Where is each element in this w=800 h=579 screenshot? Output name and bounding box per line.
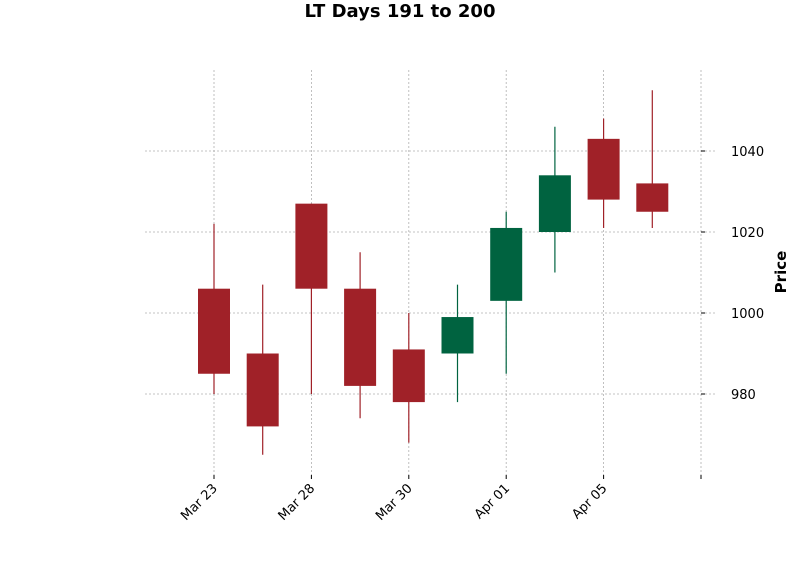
x-tick-label: Mar 23	[178, 481, 221, 524]
candle-body	[295, 203, 328, 289]
candle	[344, 252, 377, 419]
y-tick-label: 1040	[731, 145, 764, 160]
candle	[587, 118, 620, 228]
x-tick-label: Apr 01	[472, 481, 513, 522]
candle	[392, 313, 425, 443]
candle-body	[198, 288, 230, 374]
candle	[198, 223, 230, 394]
candle	[490, 211, 523, 374]
y-axis: 980 1000 1020 1040	[701, 145, 764, 403]
y-tick-label: 980	[731, 388, 756, 403]
candle-body	[587, 138, 620, 200]
y-axis-label: Price	[772, 251, 790, 294]
y-tick-label: 1020	[731, 226, 764, 241]
candle-body	[392, 349, 425, 403]
chart-title: LT Days 191 to 200	[305, 1, 496, 22]
x-tick-label: Apr 05	[569, 481, 610, 522]
x-axis: Mar 23 Mar 28 Mar 30 Apr 01 Apr 05	[178, 475, 702, 524]
candle-body	[441, 317, 474, 354]
y-tick-label: 1000	[731, 307, 764, 322]
candle	[295, 203, 328, 394]
candle	[441, 284, 474, 403]
candle-body	[246, 353, 279, 427]
x-tick-label: Mar 28	[276, 481, 319, 524]
candle-body	[538, 175, 571, 232]
grid-layer	[145, 70, 715, 475]
candle-body	[344, 288, 377, 386]
candle-body	[490, 227, 523, 301]
x-tick-label: Mar 30	[373, 481, 416, 524]
candle-layer	[198, 90, 669, 455]
candle	[246, 284, 279, 455]
candle	[538, 126, 571, 273]
candle-body	[636, 183, 669, 212]
candle	[636, 90, 669, 228]
